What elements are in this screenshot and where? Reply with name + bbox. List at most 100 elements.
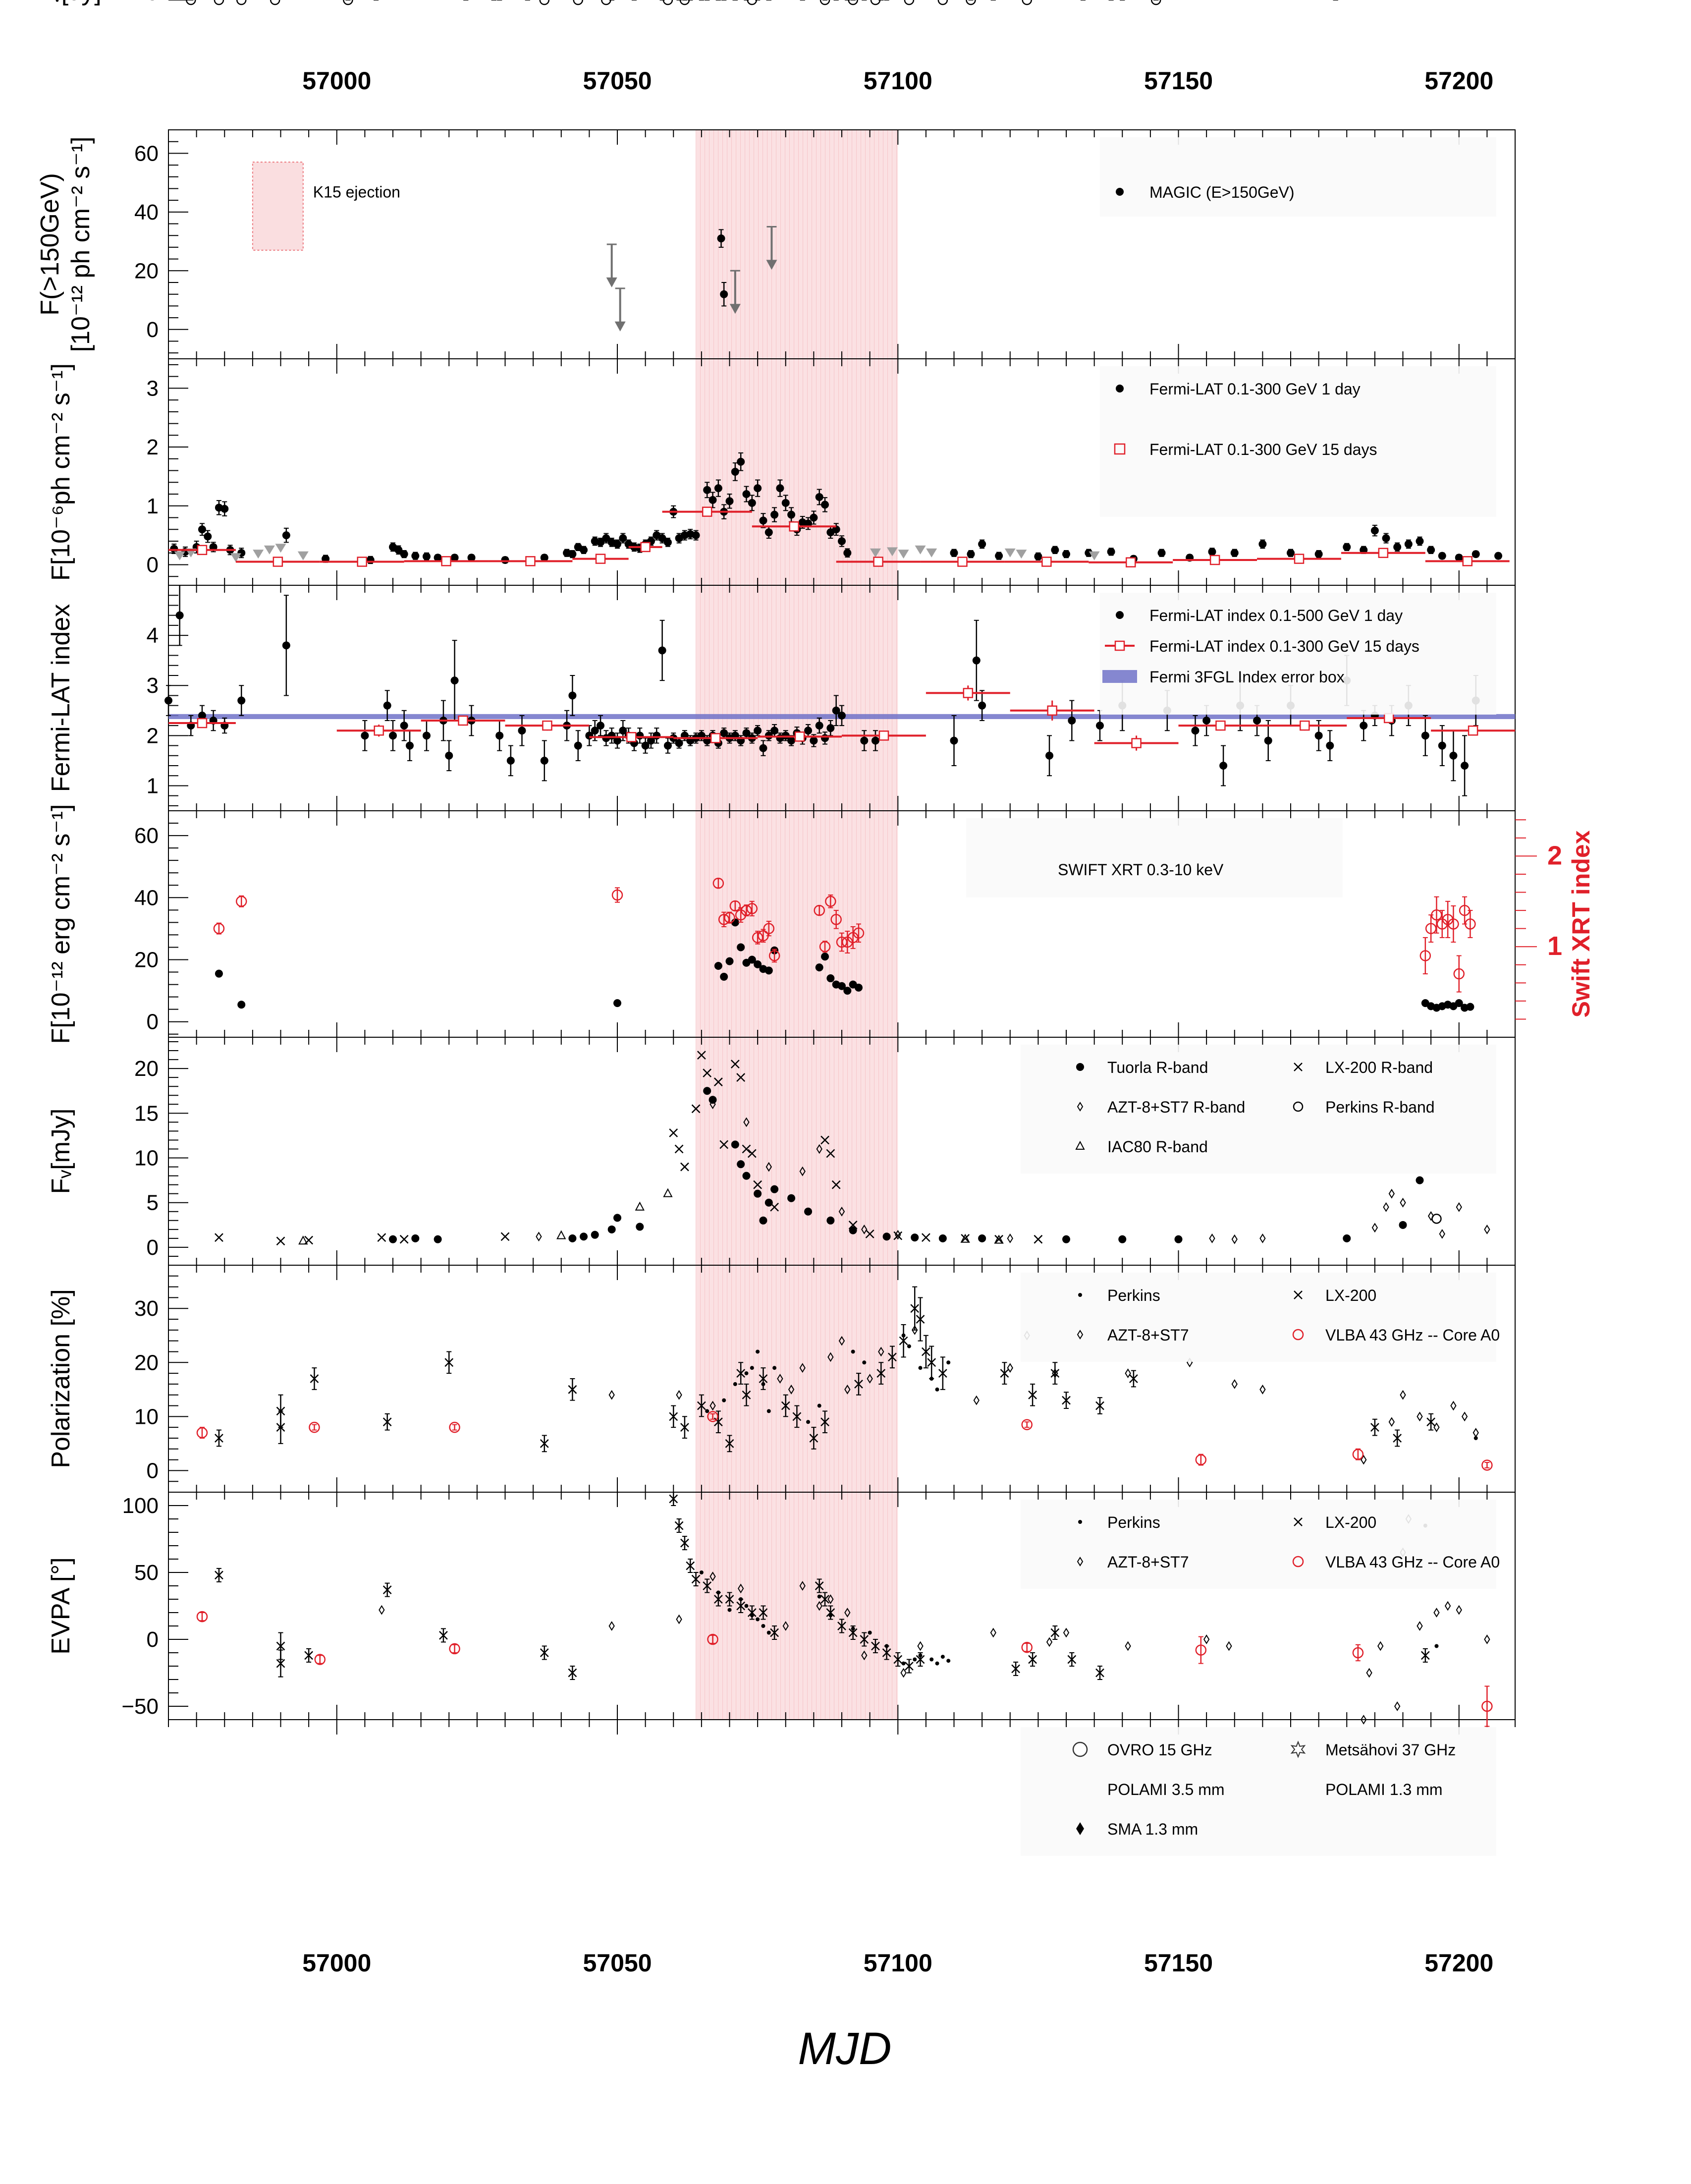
data-point [568,1234,577,1242]
data-point [613,736,621,745]
data-point [1417,1411,1423,1422]
data-point [679,0,690,5]
data-point [742,490,751,499]
data-point [901,1661,906,1666]
data-point [1465,918,1476,930]
data-point [826,1216,835,1225]
data-point [568,550,577,559]
data-point [907,1344,911,1348]
data-point [742,1144,751,1154]
data-point [899,1336,908,1345]
top-x-tick-label: 57200 [1424,67,1493,95]
data-point [1439,1229,1445,1239]
legend: Fermi-LAT index 0.1-500 GeV 1 day Fermi-L… [1100,593,1496,715]
data-point [830,914,842,925]
data-point [921,1233,930,1242]
data-point [276,1641,285,1651]
data-point [761,1382,765,1386]
data-point [164,696,172,705]
data-point [1052,1368,1058,1378]
data-point [742,1172,751,1180]
data-point [893,1231,903,1240]
data-point [860,1635,869,1644]
data-point [1116,611,1124,619]
data-point [895,1230,901,1240]
data-point [1174,1235,1183,1243]
right-y-tick-label: 2 [1547,840,1562,870]
data-point [703,1087,711,1095]
shaded-band-layer [696,130,898,1720]
data-point [787,510,796,519]
data-point [1370,526,1379,535]
data-point [1062,1396,1071,1405]
data-point [1287,549,1295,557]
data-point [1028,1655,1037,1664]
legend-label: LX-200 R-band [1325,1059,1433,1076]
data-point [449,1643,460,1655]
data-point [888,1352,897,1362]
data-point [788,1384,795,1395]
data-point [843,549,852,557]
data-point [1067,1655,1077,1664]
data-point [1230,549,1239,557]
data-point [913,1657,917,1662]
data-point [900,1668,907,1678]
data-point [275,544,286,553]
series-vlba-43-ghz-core-a0 [196,1411,1493,1471]
data-point [1293,1101,1304,1112]
data-point [973,1395,980,1405]
data-point [961,1233,970,1243]
data-point [752,932,764,944]
data-point [799,1363,806,1373]
data-point [747,1149,757,1158]
data-point [814,904,825,916]
data-point [676,1614,682,1624]
data-point [1468,725,1478,736]
data-point [759,516,767,525]
data-point [597,722,605,730]
data-point [737,457,745,466]
data-point [1125,1641,1131,1651]
data-point [411,1234,420,1242]
data-point [770,510,779,519]
data-point [314,1654,326,1665]
data-point [820,1135,829,1145]
data-point [861,1224,868,1234]
upper-limit-head [729,304,741,314]
data-point [215,969,223,978]
data-point [868,1630,872,1635]
data-point [383,701,391,710]
data-point [938,1369,947,1378]
legend-label: AZT-8+ST7 R-band [1107,1098,1245,1116]
data-point [1195,1644,1207,1656]
data-point [763,923,775,934]
data-point [1431,1213,1442,1224]
data-point [1118,1235,1127,1243]
data-point [851,1349,855,1354]
legend-label: Perkins [1107,1513,1160,1531]
data-point [860,736,869,745]
data-point [703,1581,712,1590]
data-point [828,1613,833,1618]
data-point [882,1648,891,1657]
data-point [591,1231,599,1239]
data-point [1114,443,1126,455]
data-point [1343,543,1351,551]
data-point [691,1104,701,1114]
data-point [1366,1668,1372,1678]
data-point [937,0,948,5]
data-point [636,1223,644,1231]
data-point [674,1144,684,1154]
data-point [827,1594,834,1604]
data-point [710,733,721,743]
data-point [405,741,414,750]
data-point [848,1628,858,1637]
data-point [747,1608,757,1617]
data-point [827,1352,834,1362]
data-point [707,1633,718,1645]
data-point [838,537,846,545]
data-point [1292,1556,1304,1568]
data-point [1481,1459,1493,1471]
data-point [1361,1455,1367,1465]
data-point [525,556,536,566]
